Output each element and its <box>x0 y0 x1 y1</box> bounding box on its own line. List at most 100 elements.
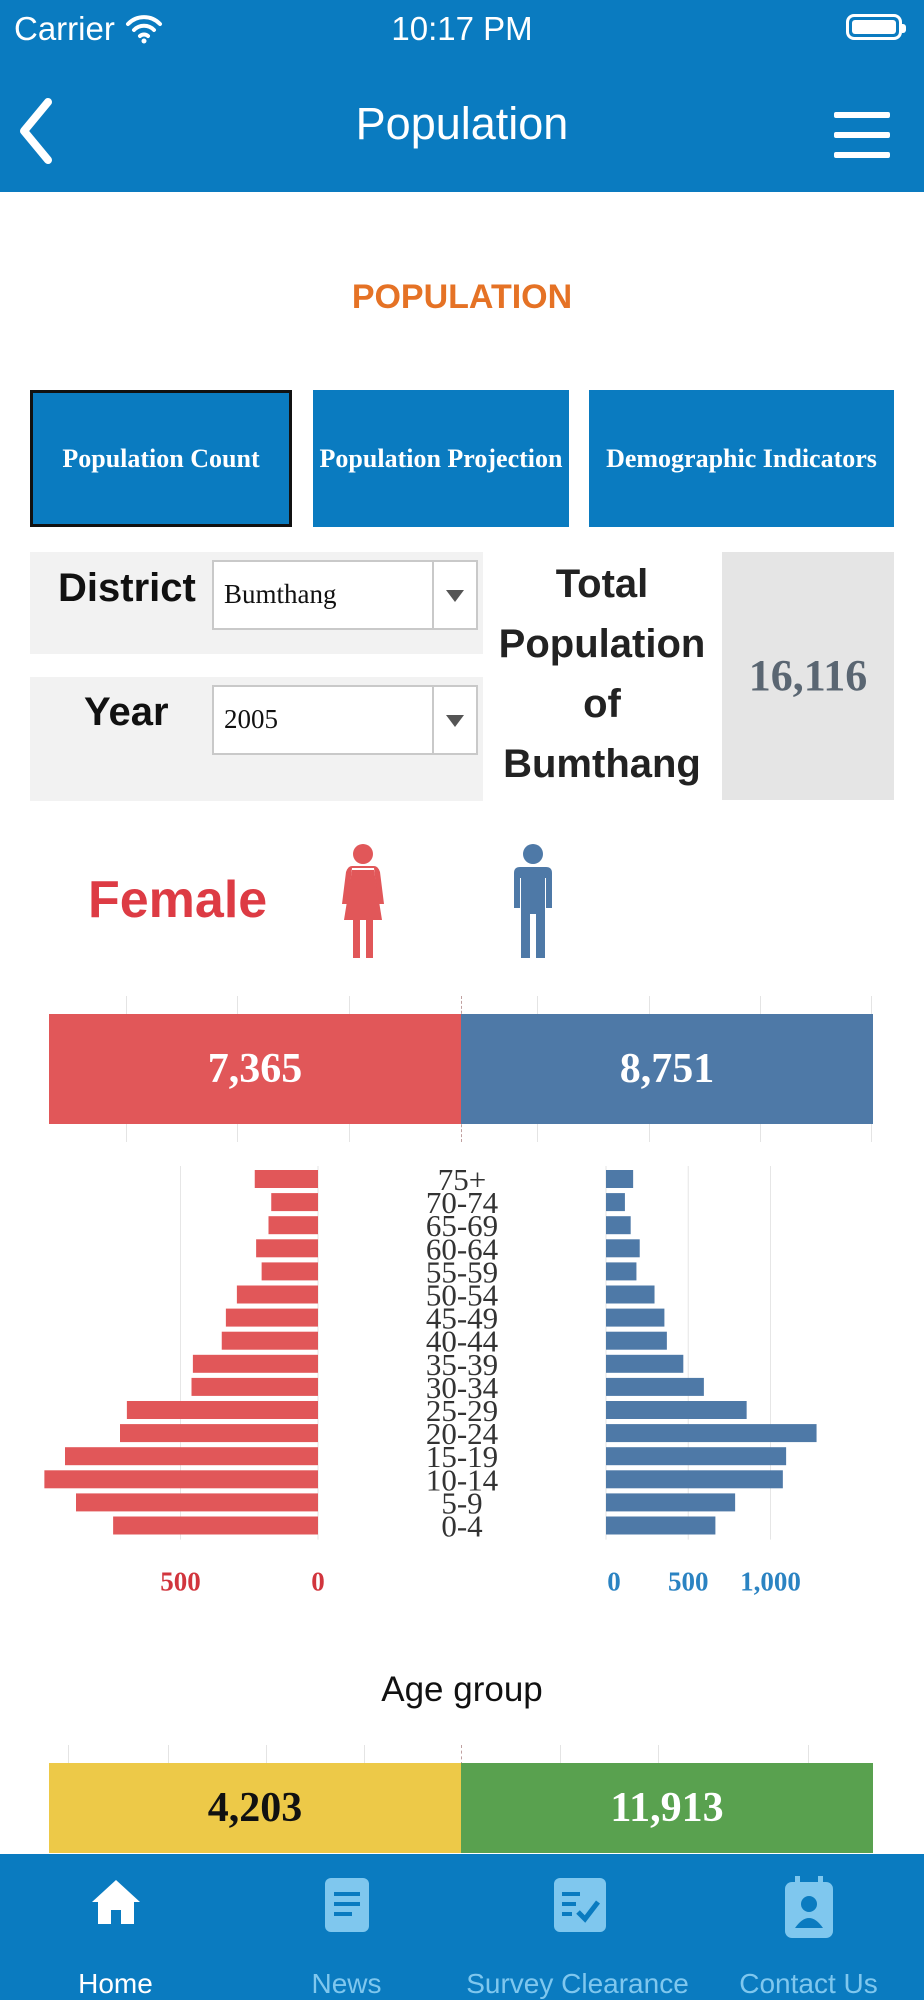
age-group-label: 20-24 <box>426 1416 499 1451</box>
nav-survey-clearance[interactable]: Survey Clearance <box>462 1854 693 2000</box>
tab-population-count[interactable]: Population Count <box>30 390 292 527</box>
total-label-line: Population <box>498 622 706 666</box>
male-bar <box>606 1262 637 1281</box>
gridline <box>658 1745 659 1765</box>
male-tick-label: 1,000 <box>740 1567 801 1597</box>
female-bar <box>65 1447 318 1466</box>
district-select[interactable]: Bumthang <box>212 560 478 630</box>
age-group-label: 45-49 <box>426 1301 498 1336</box>
age-group-label: 70-74 <box>426 1185 499 1220</box>
male-bar <box>606 1285 655 1304</box>
total-population-box <box>722 552 894 800</box>
male-bar <box>606 1331 667 1350</box>
age-total-bar-yellow[interactable]: 4,203 <box>49 1763 461 1853</box>
age-group-label: 60-64 <box>426 1231 499 1266</box>
male-bar <box>606 1470 783 1489</box>
age-group-label: 0-4 <box>441 1509 483 1544</box>
male-bar <box>606 1401 747 1419</box>
gridline <box>364 1745 365 1765</box>
female-bar <box>225 1308 318 1327</box>
male-bar <box>606 1493 736 1512</box>
gridline <box>68 1745 69 1765</box>
year-label: Year <box>84 690 169 734</box>
wifi-icon <box>126 15 162 44</box>
male-tick-label: 500 <box>668 1567 709 1597</box>
male-bar <box>606 1216 631 1235</box>
age-group-label: 5-9 <box>441 1485 482 1520</box>
tab-population-projection[interactable]: Population Projection <box>313 390 569 527</box>
male-bar <box>606 1377 704 1396</box>
male-bar <box>606 1447 787 1466</box>
tab-demographic-indicators[interactable]: Demographic Indicators <box>589 390 894 527</box>
male-tick-label: 0 <box>607 1567 621 1597</box>
age-group-label: 50-54 <box>426 1278 499 1313</box>
female-bar <box>192 1354 318 1373</box>
age-group-label: 65-69 <box>426 1208 498 1243</box>
status-time: 10:17 PM <box>391 10 533 47</box>
age-total-bar-green[interactable]: 11,913 <box>461 1763 873 1853</box>
survey-icon <box>554 1878 606 1932</box>
total-population-label: Total Population of Bumthang <box>492 554 712 794</box>
x-axis-title: Age group <box>381 1670 543 1709</box>
male-icon <box>514 844 552 958</box>
total-label-line: Total <box>555 562 649 606</box>
total-label-line: of <box>583 682 621 726</box>
district-value: Bumthang <box>224 579 337 609</box>
contact-icon <box>785 1876 833 1938</box>
female-bar <box>254 1170 318 1188</box>
male-bar <box>606 1239 640 1258</box>
menu-button[interactable] <box>834 112 890 160</box>
center-line <box>461 1745 463 1765</box>
male-total-bar[interactable]: 8,751 <box>461 1014 873 1124</box>
age-group-label: 10-14 <box>426 1462 499 1497</box>
female-label: Female <box>88 871 268 929</box>
nav-label: Contact Us <box>739 1968 878 1999</box>
female-bar <box>113 1516 318 1535</box>
male-bar <box>606 1516 716 1535</box>
female-bar <box>236 1285 318 1304</box>
nav-home[interactable]: Home <box>0 1854 231 2000</box>
nav-contact-us[interactable]: Contact Us <box>693 1854 924 2000</box>
year-value: 2005 <box>224 704 278 734</box>
male-bar <box>606 1308 665 1327</box>
male-bar <box>606 1170 634 1188</box>
year-select[interactable]: 2005 <box>212 685 478 755</box>
back-button[interactable] <box>14 96 64 166</box>
page-title: Population <box>355 98 569 149</box>
gridline <box>266 1745 267 1765</box>
gridline <box>168 1745 169 1765</box>
carrier-label: Carrier <box>14 10 115 47</box>
male-bar <box>606 1193 625 1212</box>
news-icon <box>325 1878 369 1932</box>
age-group-label: 35-39 <box>426 1347 498 1382</box>
female-bar <box>271 1193 318 1212</box>
home-icon <box>92 1880 140 1924</box>
female-total-bar[interactable]: 7,365 <box>49 1014 461 1124</box>
female-bar <box>44 1470 318 1489</box>
age-group-label: 40-44 <box>426 1324 499 1359</box>
nav-label: Home <box>78 1968 153 1999</box>
age-group-label: 15-19 <box>426 1439 498 1474</box>
district-label: District <box>58 566 196 610</box>
total-label-line: Bumthang <box>503 742 701 786</box>
female-bar <box>126 1401 318 1419</box>
total-population-value: 16,116 <box>748 651 868 700</box>
gridline <box>560 1745 561 1765</box>
dropdown-arrow-icon[interactable] <box>432 562 476 628</box>
nav-news[interactable]: News <box>231 1854 462 2000</box>
bottom-nav <box>0 1854 924 2000</box>
female-bar <box>221 1331 318 1350</box>
nav-label: Survey Clearance <box>466 1968 689 1999</box>
battery-icon <box>846 14 906 40</box>
female-bar <box>76 1493 318 1512</box>
dropdown-arrow-icon[interactable] <box>432 687 476 753</box>
female-bar <box>256 1239 318 1258</box>
section-title: POPULATION <box>351 278 573 316</box>
male-bar <box>606 1424 817 1443</box>
female-bar <box>120 1424 318 1443</box>
nav-label: News <box>311 1968 382 1999</box>
male-bar <box>606 1354 684 1373</box>
age-group-label: 75+ <box>438 1162 486 1197</box>
gridline <box>808 1745 809 1765</box>
age-group-label: 55-59 <box>426 1254 498 1289</box>
